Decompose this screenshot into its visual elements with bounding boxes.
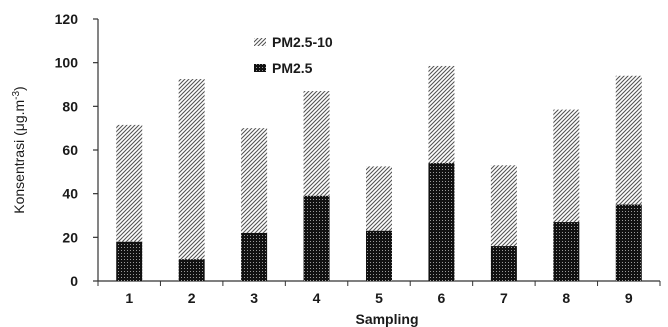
- bar-pm2510-9: [615, 75, 642, 205]
- x-tick-label-1: 1: [125, 290, 133, 306]
- bar-pm2510-3: [241, 128, 268, 233]
- y-tick-label-6: 120: [55, 11, 79, 27]
- legend-swatch-pm25: [254, 64, 266, 72]
- bar-pm25-6: [428, 163, 455, 281]
- x-tick-label-5: 5: [375, 290, 383, 306]
- bar-pm2510-1: [116, 124, 143, 242]
- bars: [116, 65, 642, 281]
- bar-pm2510-6: [428, 65, 455, 164]
- bar-pm2510-5: [366, 166, 392, 231]
- bar-pm25-7: [490, 246, 517, 281]
- x-tick-label-6: 6: [438, 290, 446, 306]
- legend: PM2.5-10 PM2.5: [254, 34, 333, 76]
- y-axis-title-end: ): [11, 86, 27, 91]
- x-axis-title: Sampling: [355, 311, 418, 327]
- x-tick-label-3: 3: [250, 290, 258, 306]
- bar-pm25-9: [615, 204, 642, 281]
- legend-swatch-pm2510: [254, 38, 266, 46]
- y-tick-label-5: 100: [55, 55, 79, 71]
- bar-pm25-5: [366, 230, 392, 281]
- bar-pm2510-2: [178, 79, 205, 260]
- y-tick-label-1: 20: [62, 229, 78, 245]
- bar-pm25-1: [116, 241, 143, 281]
- x-tick-label-2: 2: [188, 290, 196, 306]
- legend-label-pm2510: PM2.5-10: [272, 34, 333, 50]
- bar-pm25-8: [553, 222, 580, 281]
- y-axis-title-main: Konsentrasi (μg.m: [11, 100, 27, 214]
- bar-pm2510-7: [490, 165, 517, 247]
- legend-label-pm25: PM2.5: [272, 60, 313, 76]
- bar-pm2510-8: [553, 109, 580, 223]
- bar-pm25-3: [241, 232, 268, 281]
- y-tick-label-4: 80: [62, 98, 78, 114]
- y-axis-title: Konsentrasi (μg.m-3): [11, 86, 27, 213]
- y-tick-label-0: 0: [70, 273, 78, 289]
- bar-pm25-4: [303, 195, 330, 281]
- x-tick-label-4: 4: [313, 290, 321, 306]
- bar-pm2510-4: [303, 91, 330, 196]
- bar-pm25-2: [178, 259, 205, 281]
- x-tick-label-7: 7: [500, 290, 508, 306]
- x-tick-label-8: 8: [562, 290, 570, 306]
- x-tick-label-9: 9: [625, 290, 633, 306]
- y-axis-title-sup: -3: [11, 91, 22, 100]
- y-tick-label-3: 60: [62, 142, 78, 158]
- tick-labels: 0 20 40 60 80 100 120 1 2 3 4 5 6 7 8 9: [55, 11, 633, 306]
- y-tick-label-2: 40: [62, 186, 78, 202]
